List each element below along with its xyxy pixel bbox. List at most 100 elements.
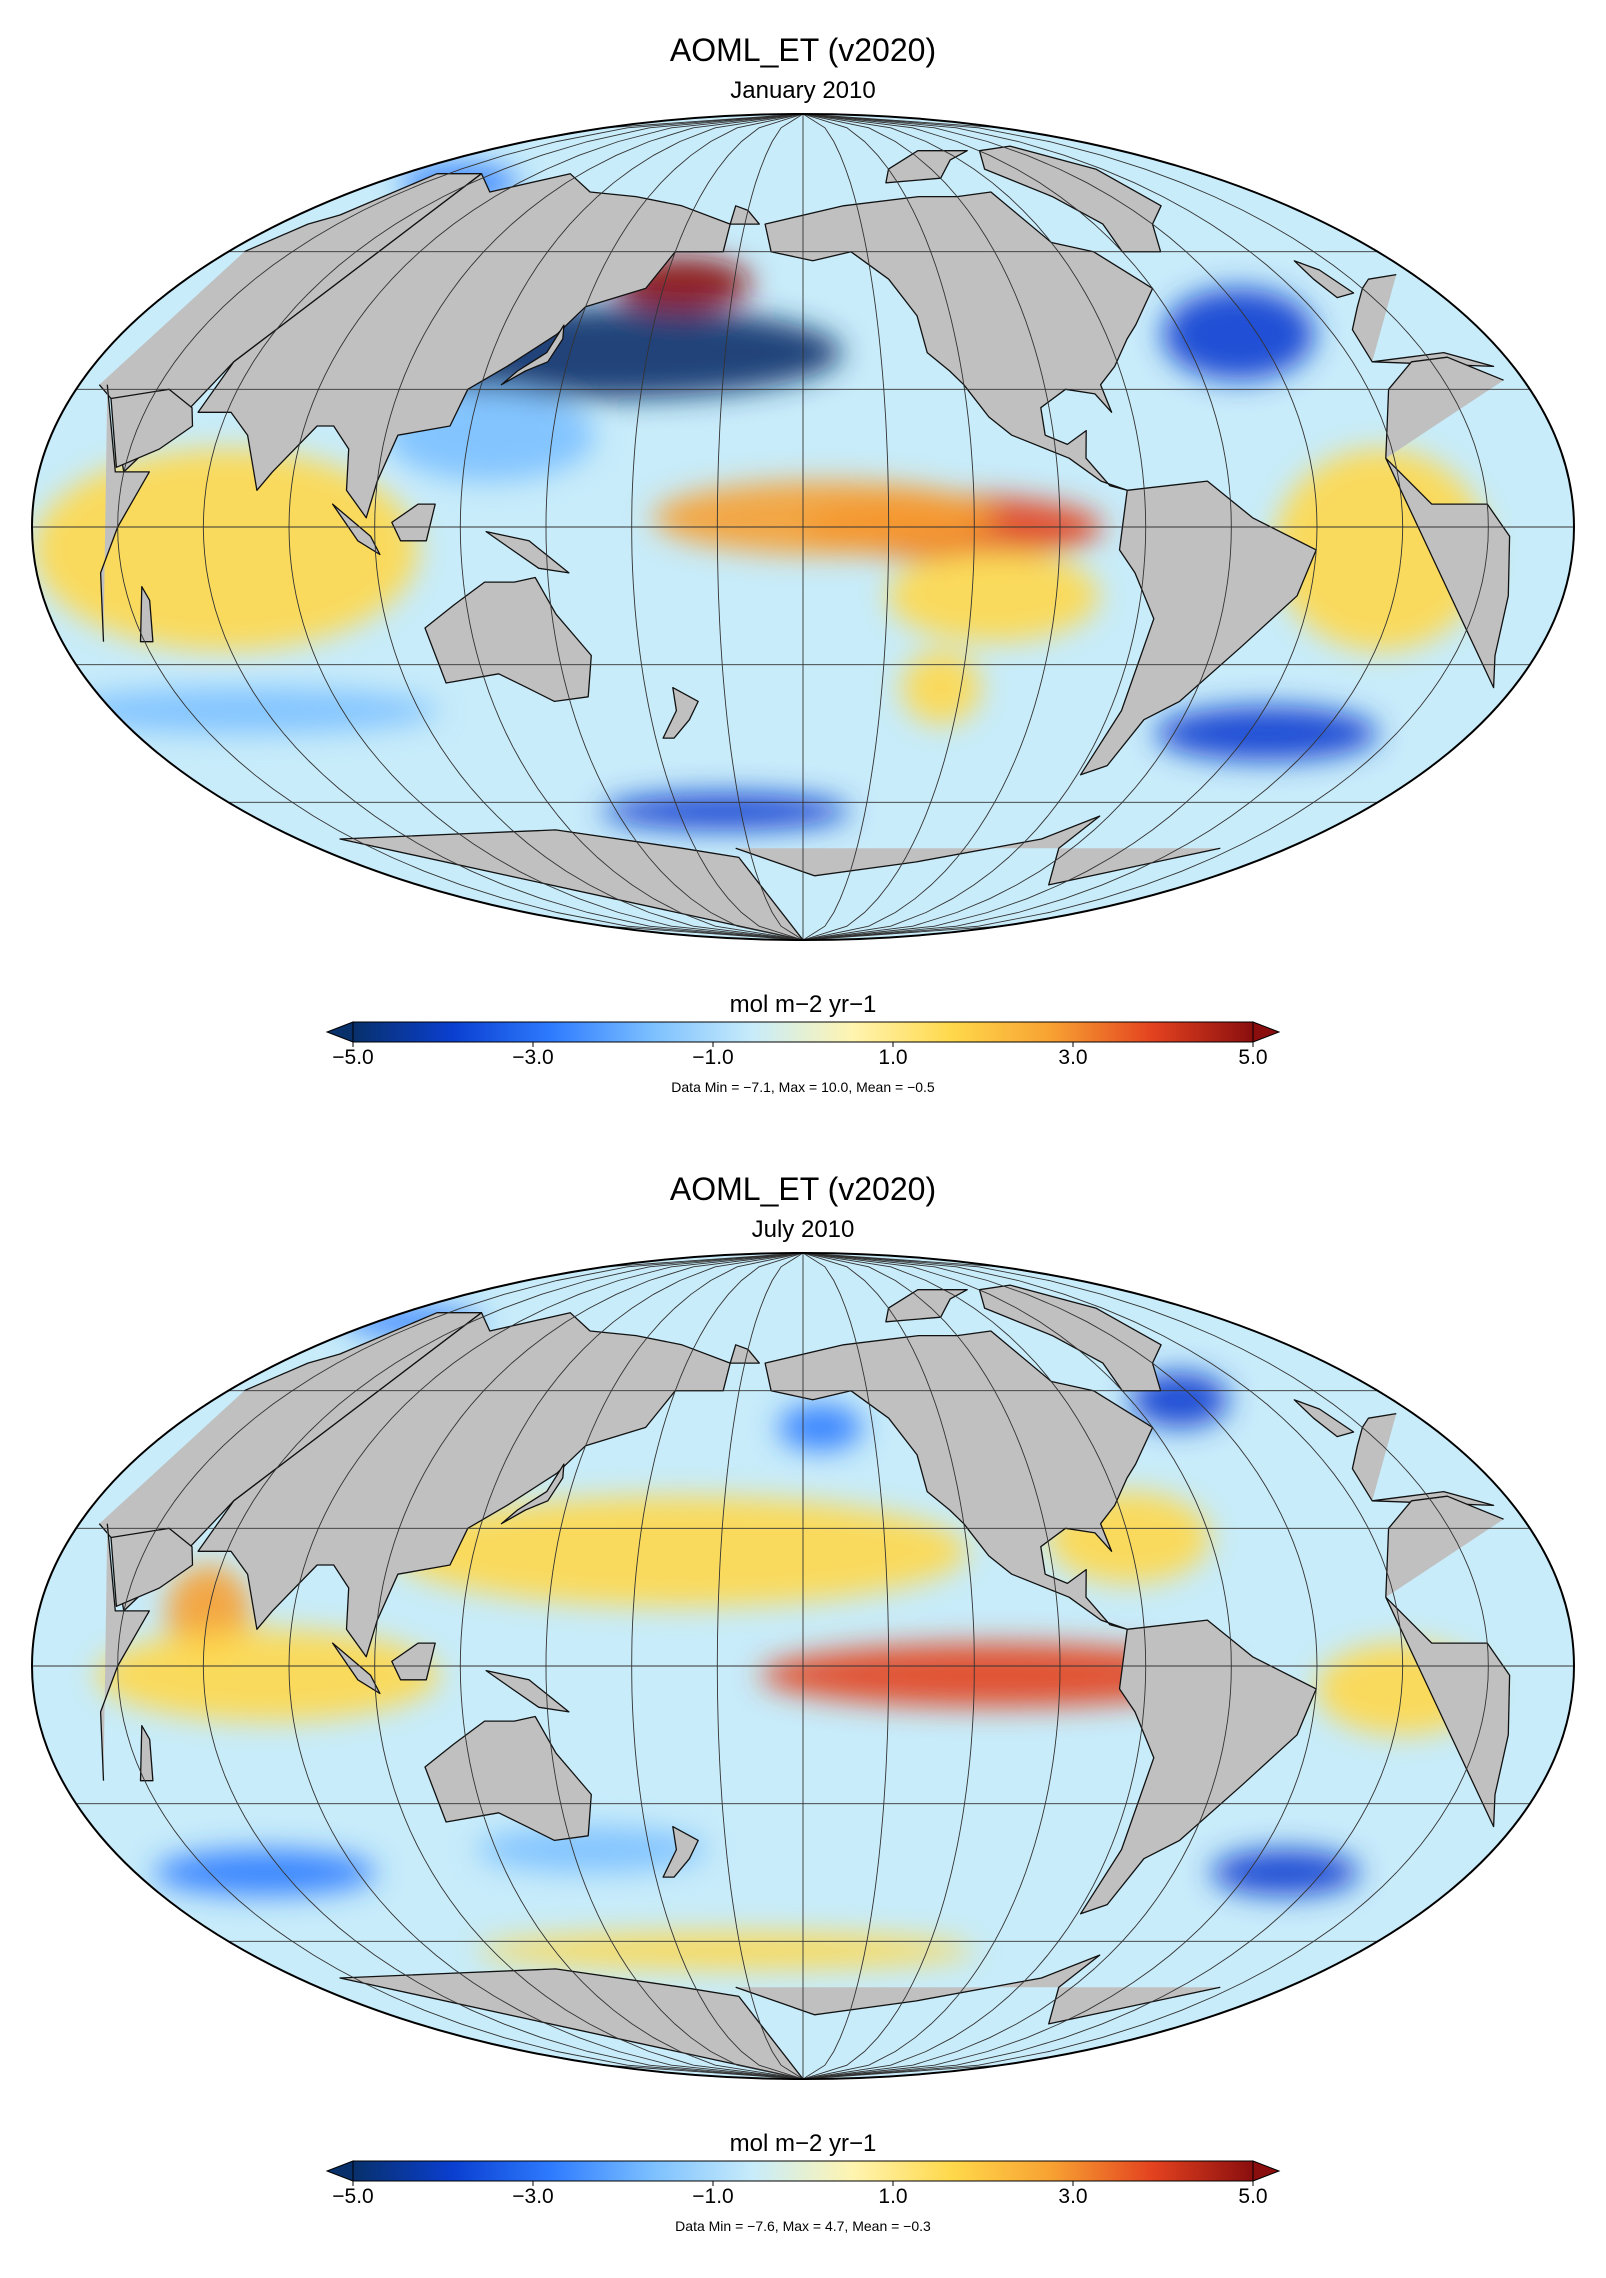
meridian-line — [374, 114, 804, 940]
flux-anomaly — [153, 1849, 377, 1896]
colorbar-tick-label: 1.0 — [878, 1046, 907, 1069]
map-title: AOML_ET (v2020) — [669, 32, 937, 68]
meridian-line — [545, 1253, 804, 2079]
colorbar-max-arrow — [1252, 2160, 1281, 2182]
meridian-line — [802, 1253, 975, 2079]
flux-anomaly — [54, 687, 439, 734]
land-new-guinea — [485, 530, 570, 574]
land-madagascar — [139, 586, 154, 643]
meridian-line — [802, 114, 1318, 940]
meridian-line — [202, 114, 804, 940]
world-map — [31, 1252, 1575, 2080]
meridian-line — [288, 114, 804, 940]
meridian-line — [117, 1253, 804, 2079]
colorbar-tick-label: −1.0 — [692, 2185, 733, 2208]
globe-outline — [31, 113, 1575, 941]
land-new-zealand — [662, 1825, 699, 1878]
land-uk — [1293, 260, 1355, 299]
flux-anomaly — [391, 1496, 968, 1607]
flux-anomaly — [887, 549, 1099, 642]
colorbar-unit: mol m−2 yr−1 — [730, 2130, 877, 2157]
data-stats: Data Min = −7.1, Max = 10.0, Mean = −0.5 — [671, 1079, 935, 1095]
land-north-america — [764, 1330, 1154, 1630]
map-title: AOML_ET (v2020) — [669, 1171, 937, 1207]
meridian-line — [802, 114, 1489, 940]
meridian-line — [802, 1253, 1404, 2079]
flux-anomaly — [1273, 448, 1488, 651]
meridian-line — [802, 1253, 1147, 2079]
colorbar-tick-label: −3.0 — [512, 2185, 553, 2208]
colorbar-tick-label: −5.0 — [332, 1046, 373, 1069]
meridian-line — [631, 114, 804, 940]
meridian-line — [802, 1253, 1489, 2079]
colorbar-min-arrow — [325, 2160, 354, 2182]
map-panel-january: AOML_ET (v2020) January 2010 mol m−2 yr−… — [31, 32, 1575, 1095]
flux-anomaly — [96, 1629, 440, 1722]
meridian-line — [117, 114, 804, 940]
land-new-guinea — [485, 1669, 570, 1713]
flux-anomaly — [760, 1643, 1232, 1708]
colorbar-max-arrow — [1252, 1021, 1281, 1043]
flux-anomaly — [653, 481, 996, 555]
meridian-line — [802, 114, 1147, 940]
data-stats: Data Min = −7.6, Max = 4.7, Mean = −0.3 — [675, 2218, 931, 2234]
land-south-america — [1079, 1619, 1317, 1915]
colorbar: mol m−2 yr−1 −5.0 −3.0 −1.0 1.0 3.0 5.0 — [325, 991, 1281, 1069]
meridian-line — [802, 114, 890, 940]
meridian-line — [288, 1253, 804, 2079]
land-sumatra — [331, 503, 381, 556]
land-eurasia-east — [197, 173, 731, 519]
flux-anomaly — [778, 1404, 863, 1451]
colorbar-tick-label: −1.0 — [692, 1046, 733, 1069]
flux-anomaly — [1162, 288, 1315, 381]
colorbar-min-arrow — [325, 1021, 354, 1043]
flux-anomaly — [1211, 1849, 1360, 1896]
meridian-line — [716, 114, 804, 940]
landmasses — [98, 145, 1511, 940]
land-africa — [99, 1495, 1511, 1828]
land-antarctica — [339, 1954, 1221, 2079]
meridian-line — [459, 114, 804, 940]
meridian-line — [802, 114, 1404, 940]
land-borneo — [391, 503, 436, 542]
land-australia — [424, 1715, 592, 1842]
colorbar-unit: mol m−2 yr−1 — [730, 991, 877, 1018]
flux-anomaly — [1155, 705, 1378, 762]
colorbar-tick-label: 5.0 — [1238, 1046, 1267, 1069]
meridian-line — [802, 1253, 1232, 2079]
land-africa — [99, 356, 1511, 689]
flux-anomaly — [476, 1826, 708, 1873]
land-australia — [424, 576, 592, 703]
colorbar-tick-label: −5.0 — [332, 2185, 373, 2208]
meridian-line — [802, 1253, 890, 2079]
meridian-line — [374, 1253, 804, 2079]
meridian-line — [802, 114, 975, 940]
meridian-line — [631, 1253, 804, 2079]
land-antarctica — [339, 815, 1221, 940]
land-new-zealand — [662, 686, 699, 739]
flux-anomaly — [601, 793, 850, 830]
land-greenland — [978, 1284, 1162, 1392]
graticule — [32, 1253, 1574, 2079]
colorbar-tick-label: 5.0 — [1238, 2185, 1267, 2208]
colorbar: mol m−2 yr−1 −5.0 −3.0 −1.0 1.0 3.0 5.0 — [325, 2130, 1281, 2208]
flux-anomaly — [901, 650, 981, 725]
meridian-line — [802, 114, 1061, 940]
colorbar-tick-label: 3.0 — [1058, 1046, 1087, 1069]
land-north-america — [764, 191, 1154, 491]
meridian-line — [716, 1253, 804, 2079]
meridian-line — [802, 1253, 1318, 2079]
meridian-line — [202, 1253, 804, 2079]
colorbar-tick-label: 1.0 — [878, 2185, 907, 2208]
world-map — [31, 113, 1575, 941]
meridian-line — [802, 1253, 1061, 2079]
landmasses — [98, 1284, 1511, 2079]
meridian-line — [802, 114, 1232, 940]
land-sumatra — [331, 1642, 381, 1695]
land-greenland — [978, 145, 1162, 253]
colorbar-tick-label: −3.0 — [512, 1046, 553, 1069]
land-uk — [1293, 1399, 1355, 1438]
globe-outline — [31, 1252, 1575, 2080]
colorbar-tick-label: 3.0 — [1058, 2185, 1087, 2208]
land-madagascar — [139, 1725, 154, 1782]
